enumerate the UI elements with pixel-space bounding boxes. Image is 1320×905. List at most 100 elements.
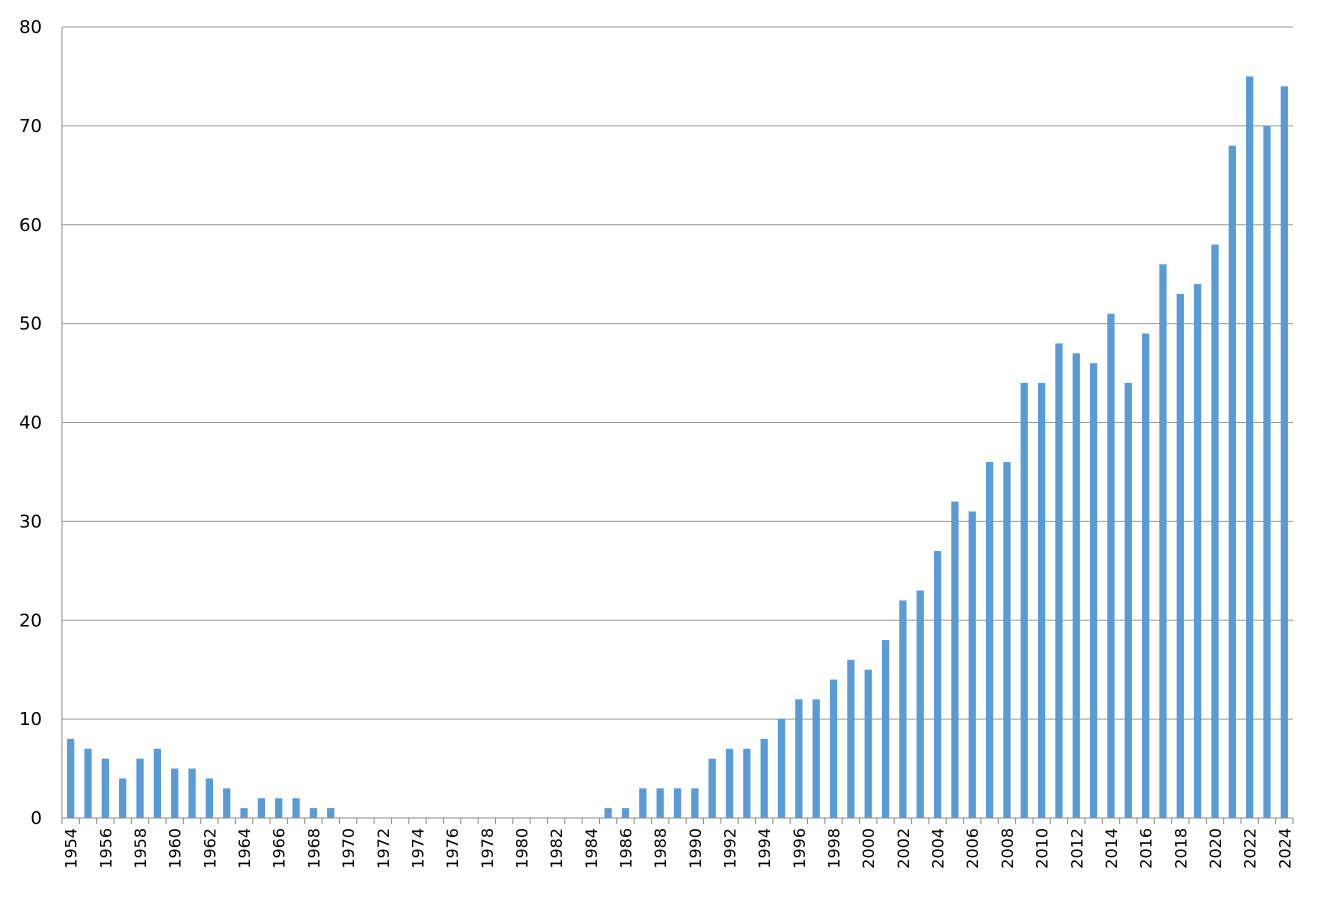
bar-1989 xyxy=(673,788,682,818)
bar-2004 xyxy=(933,551,942,818)
bar-2022 xyxy=(1246,76,1254,818)
bar-1986 xyxy=(621,808,630,818)
bar-1956 xyxy=(101,758,109,818)
x-tick-label: 2010 xyxy=(1033,828,1052,869)
bar-2010 xyxy=(1037,382,1046,818)
bar-1988 xyxy=(656,788,664,818)
x-tick-label: 2002 xyxy=(894,828,913,869)
bar-2020 xyxy=(1211,244,1219,818)
bar-2015 xyxy=(1124,382,1132,818)
bar-1997 xyxy=(812,699,820,818)
x-tick-label: 1988 xyxy=(651,828,670,869)
bar-1990 xyxy=(691,788,699,818)
bar-1994 xyxy=(760,738,768,818)
bar-1963 xyxy=(223,788,231,818)
bar-2009 xyxy=(1020,382,1028,818)
bar-1965 xyxy=(257,798,266,818)
x-tick-label: 1976 xyxy=(443,828,462,869)
bar-2002 xyxy=(899,600,907,818)
bar-2006 xyxy=(968,511,976,818)
bar-1991 xyxy=(708,758,716,818)
x-tick-label: 1998 xyxy=(825,828,844,869)
x-tick-label: 1980 xyxy=(512,828,531,869)
x-tick-label: 1960 xyxy=(166,828,185,869)
x-tick-label: 1978 xyxy=(478,828,497,869)
x-tick-label: 1992 xyxy=(721,828,740,869)
bar-2007 xyxy=(985,462,994,818)
x-tick-label: 2006 xyxy=(963,828,982,869)
bar-1961 xyxy=(188,768,196,818)
bar-2021 xyxy=(1228,145,1236,818)
x-tick-label: 1986 xyxy=(616,828,635,869)
x-tick-label: 2022 xyxy=(1241,828,1260,869)
x-tick-label: 2018 xyxy=(1171,828,1190,869)
y-tick-label: 70 xyxy=(19,116,42,137)
bar-2003 xyxy=(916,590,924,818)
x-tick-label: 1996 xyxy=(790,828,809,869)
x-tick-label: 2014 xyxy=(1102,828,1121,869)
bar-1999 xyxy=(847,659,855,818)
y-tick-label: 50 xyxy=(19,314,42,335)
bar-1969 xyxy=(327,808,335,818)
bar-1958 xyxy=(136,758,144,818)
bar-1968 xyxy=(309,808,318,818)
x-tick-label: 1954 xyxy=(62,828,81,869)
x-tick-label: 1994 xyxy=(755,828,774,869)
bar-2019 xyxy=(1193,284,1202,818)
bar-1959 xyxy=(153,748,162,818)
bar-1993 xyxy=(743,748,751,818)
x-tick-label: 1982 xyxy=(547,828,566,869)
x-tick-label: 2008 xyxy=(998,828,1017,869)
bar-1962 xyxy=(205,778,214,818)
x-tick-label: 1966 xyxy=(270,828,289,869)
bar-1966 xyxy=(275,798,283,818)
y-tick-label: 60 xyxy=(19,215,42,236)
x-tick-label: 2004 xyxy=(929,828,948,869)
bar-2001 xyxy=(881,640,890,818)
x-tick-label: 1964 xyxy=(235,828,254,869)
bar-1992 xyxy=(725,748,734,818)
bar-2023 xyxy=(1263,125,1271,818)
bar-1967 xyxy=(292,798,300,818)
bar-2012 xyxy=(1072,353,1080,818)
bar-1964 xyxy=(240,808,248,818)
x-tick-label: 2024 xyxy=(1275,828,1294,869)
x-tick-label: 2012 xyxy=(1067,828,1086,869)
bar-1996 xyxy=(795,699,803,818)
y-tick-label: 20 xyxy=(19,610,42,631)
gridlines xyxy=(62,26,1293,720)
x-tick-label: 1956 xyxy=(96,828,115,869)
bar-2024 xyxy=(1280,86,1288,818)
bar-2011 xyxy=(1055,343,1063,818)
y-tick-labels: 0 10 20 30 40 50 60 70 80 xyxy=(19,17,42,829)
bar-2000 xyxy=(864,669,872,818)
y-tick-label: 80 xyxy=(19,17,42,38)
x-tick-label: 2000 xyxy=(859,828,878,869)
x-tick-label: 1984 xyxy=(582,828,601,869)
x-tick-label: 1968 xyxy=(304,828,323,869)
bar-2008 xyxy=(1003,462,1011,818)
x-tick-label: 1974 xyxy=(408,828,427,869)
x-tick-label: 1958 xyxy=(131,828,150,869)
bar-1957 xyxy=(119,778,127,818)
bar-1955 xyxy=(84,748,92,818)
bar-1998 xyxy=(829,679,838,818)
bar-1954 xyxy=(67,738,75,818)
bar-1960 xyxy=(171,768,179,818)
bar-2014 xyxy=(1107,313,1115,818)
y-tick-label: 10 xyxy=(19,709,42,730)
bars xyxy=(67,76,1288,818)
bar-2016 xyxy=(1141,333,1150,818)
axes xyxy=(61,27,1294,824)
y-tick-label: 0 xyxy=(31,808,42,829)
x-tick-label: 2020 xyxy=(1206,828,1225,869)
bar-2017 xyxy=(1159,264,1167,818)
bar-2018 xyxy=(1176,293,1184,818)
bar-1987 xyxy=(639,788,647,818)
y-tick-label: 40 xyxy=(19,413,42,434)
x-tick-label: 2016 xyxy=(1137,828,1156,869)
bar-2005 xyxy=(951,501,959,818)
bar-1985 xyxy=(604,808,612,818)
